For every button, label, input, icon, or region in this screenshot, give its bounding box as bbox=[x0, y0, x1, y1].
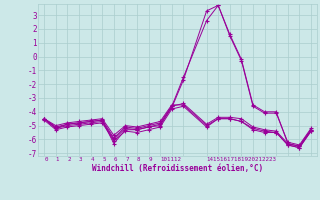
X-axis label: Windchill (Refroidissement éolien,°C): Windchill (Refroidissement éolien,°C) bbox=[92, 164, 263, 173]
